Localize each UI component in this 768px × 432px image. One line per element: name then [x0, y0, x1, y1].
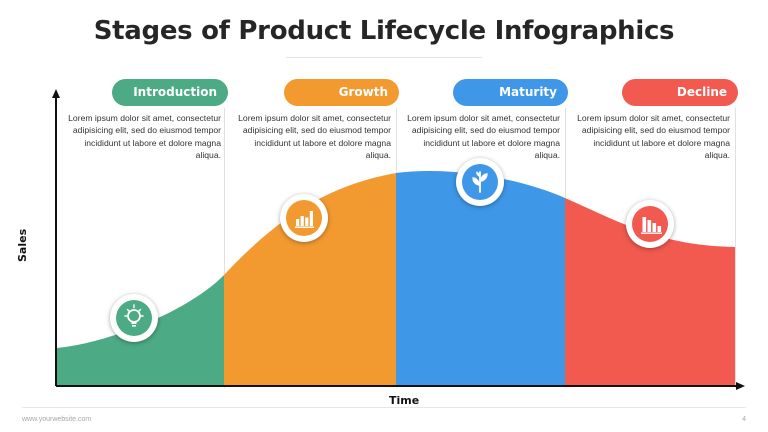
stage-pill-growth: Growth — [284, 79, 399, 106]
lightbulb-icon — [124, 304, 144, 327]
introduction-icon-badge — [110, 294, 158, 342]
decline-icon-badge — [626, 200, 674, 248]
maturity-icon-badge — [456, 158, 504, 206]
stage-separator — [224, 108, 225, 388]
stage-separator — [735, 108, 736, 388]
stage-pill-maturity: Maturity — [453, 79, 568, 106]
x-axis-arrow — [736, 382, 745, 390]
y-axis-label: Sales — [16, 228, 29, 262]
stage-name: Decline — [676, 85, 727, 99]
stage-description-growth: Lorem ipsum dolor sit amet, consectetur … — [238, 113, 391, 160]
stage-name: Growth — [338, 85, 388, 99]
footer-divider — [22, 407, 746, 408]
growth-area — [224, 170, 396, 386]
stage-description-decline: Lorem ipsum dolor sit amet, consectetur … — [577, 113, 730, 160]
bar-chart-icon — [295, 211, 314, 228]
plant-icon — [472, 171, 488, 193]
page-title: Stages of Product Lifecycle Infographics — [93, 16, 675, 46]
introduction-area — [57, 170, 224, 386]
stage-description-introduction: Lorem ipsum dolor sit amet, consectetur … — [68, 113, 221, 160]
y-axis-arrow — [52, 89, 60, 98]
growth-icon-badge — [280, 194, 328, 242]
maturity-area — [396, 170, 565, 386]
stage-pill-introduction: Introduction — [112, 79, 228, 106]
declining-bars-icon — [641, 217, 662, 234]
stage-name: Maturity — [499, 85, 557, 99]
footer-website: www.yourwebsite.com — [22, 416, 92, 423]
x-axis-label: Time — [389, 394, 420, 407]
stage-pill-decline: Decline — [622, 79, 738, 106]
title-divider — [286, 57, 482, 58]
page-number: 4 — [742, 416, 746, 423]
decline-area — [565, 170, 735, 386]
stage-description-maturity: Lorem ipsum dolor sit amet, consectetur … — [407, 113, 560, 160]
stage-name: Introduction — [133, 85, 217, 99]
